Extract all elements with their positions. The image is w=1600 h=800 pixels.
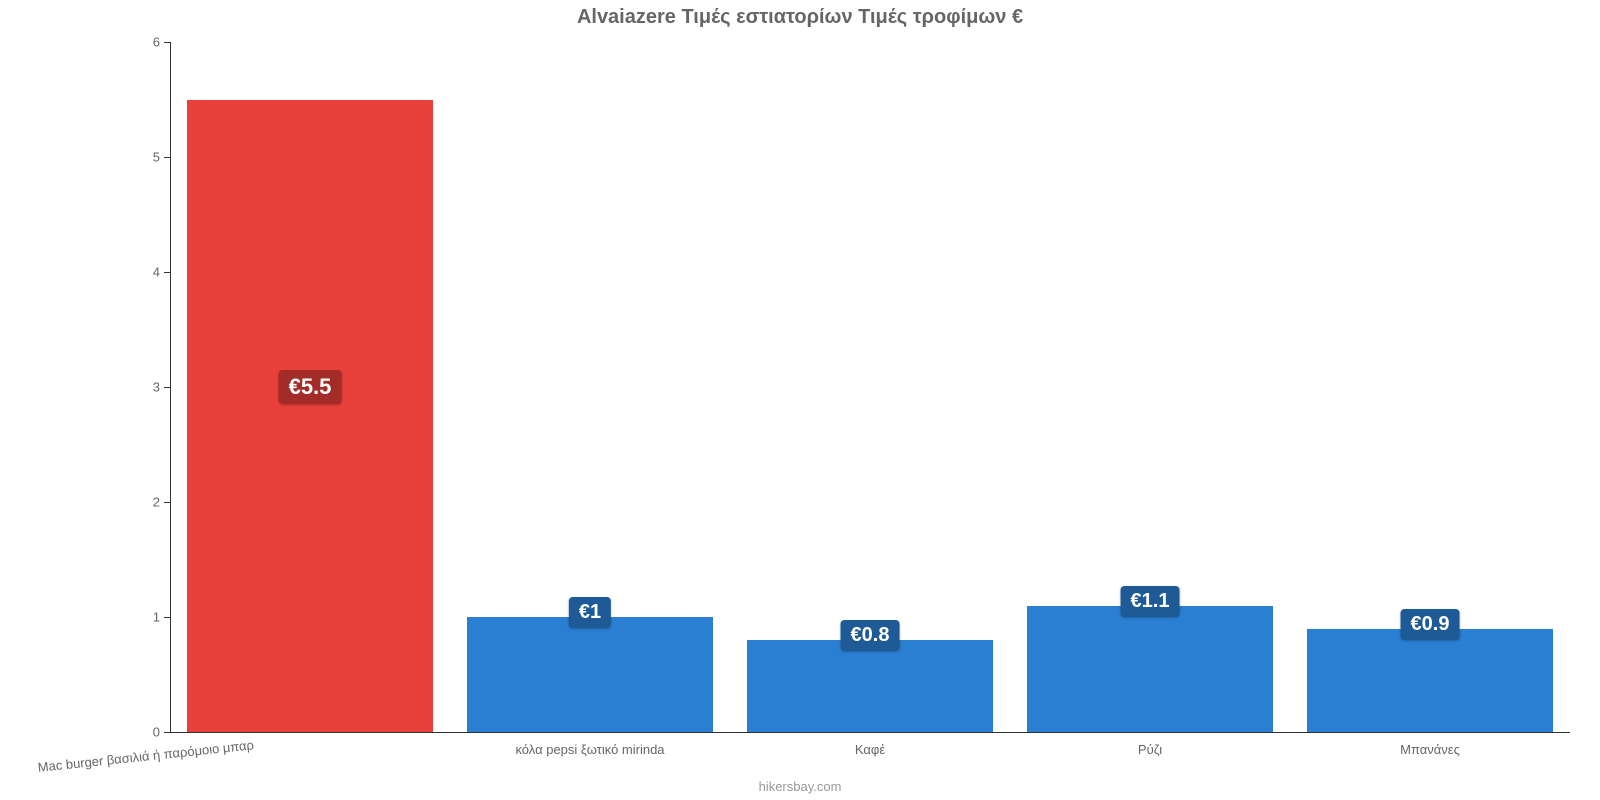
bar (1027, 606, 1273, 733)
y-tick-label: 5 (153, 150, 170, 165)
y-tick-label: 3 (153, 380, 170, 395)
bar-value-badge: €0.9 (1401, 609, 1460, 640)
bar (467, 617, 713, 732)
bar (187, 100, 433, 733)
y-tick-label: 0 (153, 725, 170, 740)
plot-area: 0123456€5.5Mac burger βασιλιά ή παρόμοιο… (170, 42, 1570, 732)
x-axis-label: Ρύζι (1138, 742, 1162, 757)
chart-title: Alvaiazere Τιμές εστιατορίων Τιμές τροφί… (0, 6, 1600, 29)
bar (1307, 629, 1553, 733)
x-axis-label: Μπανάνες (1400, 742, 1460, 757)
y-tick-label: 2 (153, 495, 170, 510)
chart-credit: hikersbay.com (0, 779, 1600, 794)
x-axis-line (170, 732, 1570, 733)
x-axis-label: Καφέ (855, 742, 885, 757)
y-axis-line (170, 42, 171, 732)
bar-value-badge: €1 (569, 597, 611, 628)
y-tick-label: 4 (153, 265, 170, 280)
y-tick-label: 1 (153, 610, 170, 625)
y-tick-label: 6 (153, 35, 170, 50)
x-axis-label: Mac burger βασιλιά ή παρόμοιο μπαρ (37, 737, 255, 775)
chart-container: Alvaiazere Τιμές εστιατορίων Τιμές τροφί… (0, 0, 1600, 800)
bar-value-badge: €5.5 (279, 370, 342, 404)
bar (747, 640, 993, 732)
bar-value-badge: €1.1 (1121, 586, 1180, 617)
x-axis-label: κόλα pepsi ξωτικό mirinda (515, 742, 664, 757)
bar-value-badge: €0.8 (841, 620, 900, 651)
